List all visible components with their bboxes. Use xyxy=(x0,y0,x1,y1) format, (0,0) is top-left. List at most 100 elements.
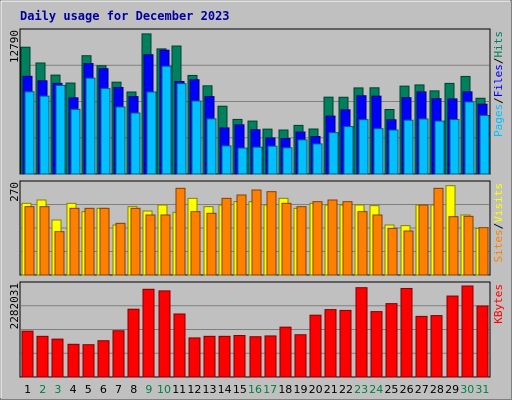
bar-sites-day-31 xyxy=(478,227,489,276)
legend-entry-visits: Visits xyxy=(492,183,505,223)
day-label: 9 xyxy=(145,383,152,396)
bar-sites-day-13 xyxy=(206,212,217,276)
day-label: 8 xyxy=(130,383,137,396)
bar-kbytes-day-28 xyxy=(430,315,443,378)
legend-entry-kbytes: KBytes xyxy=(492,284,505,324)
bar-kbytes-day-14 xyxy=(218,335,231,378)
day-label: 30 xyxy=(460,383,474,396)
bar-sites-day-4 xyxy=(69,207,80,276)
bar-kbytes-day-20 xyxy=(309,314,322,378)
bar-sites-day-19 xyxy=(296,206,307,276)
bar-kbytes-day-8 xyxy=(127,308,140,378)
bar-sites-day-22 xyxy=(342,201,353,276)
bar-sites-day-6 xyxy=(99,207,110,276)
bar-sites-day-9 xyxy=(145,214,156,276)
bar-sites-day-12 xyxy=(190,211,201,276)
legend-entry-visits: / xyxy=(492,223,505,230)
bar-kbytes-day-31 xyxy=(476,305,489,378)
legend-entry-hits: Hits xyxy=(492,31,505,58)
bar-sites-day-20 xyxy=(312,201,323,276)
bar-sites-day-17 xyxy=(266,191,277,276)
bar-sites-day-26 xyxy=(403,230,414,276)
bar-kbytes-day-17 xyxy=(264,335,277,378)
bar-kbytes-day-26 xyxy=(400,287,413,378)
legend-entry-hits: / xyxy=(492,58,505,65)
bar-kbytes-day-10 xyxy=(158,290,171,378)
bar-sites-day-2 xyxy=(39,206,50,276)
bar-sites-day-7 xyxy=(115,222,126,276)
bar-pages-day-17 xyxy=(267,145,278,175)
bar-pages-day-12 xyxy=(191,100,202,175)
day-label: 27 xyxy=(415,383,429,396)
day-label: 1 xyxy=(24,383,31,396)
bar-kbytes-day-2 xyxy=(36,335,49,378)
bar-pages-day-19 xyxy=(297,139,308,175)
bar-pages-day-2 xyxy=(39,95,50,175)
bar-pages-day-13 xyxy=(206,118,217,175)
day-label: 5 xyxy=(85,383,92,396)
bar-pages-day-8 xyxy=(130,112,141,175)
bar-sites-day-3 xyxy=(54,231,65,276)
legend-entry-hits: / xyxy=(492,97,505,104)
bar-sites-day-16 xyxy=(251,189,262,276)
bar-pages-day-21 xyxy=(328,132,339,175)
bar-pages-day-22 xyxy=(343,126,354,175)
bar-kbytes-day-24 xyxy=(370,311,383,378)
bar-sites-day-24 xyxy=(372,214,383,276)
bar-pages-day-7 xyxy=(115,106,126,175)
bar-kbytes-day-19 xyxy=(294,334,307,378)
bar-sites-day-18 xyxy=(281,202,292,276)
day-label: 23 xyxy=(354,383,368,396)
ymax-label-visits: 270 xyxy=(8,182,21,202)
day-label: 21 xyxy=(324,383,338,396)
bar-pages-day-23 xyxy=(358,119,369,175)
day-label: 24 xyxy=(369,383,383,396)
legend-entry-hits: Files xyxy=(492,64,505,97)
bar-kbytes-day-15 xyxy=(233,335,246,378)
bar-sites-day-5 xyxy=(84,207,95,276)
bar-pages-day-9 xyxy=(146,91,157,175)
bar-pages-day-6 xyxy=(100,88,111,175)
bar-kbytes-day-21 xyxy=(324,309,337,378)
day-label: 13 xyxy=(203,383,217,396)
bar-kbytes-day-1 xyxy=(21,330,34,378)
chart-title: Daily usage for December 2023 xyxy=(20,9,230,23)
bar-kbytes-day-12 xyxy=(188,337,201,378)
bar-pages-day-16 xyxy=(252,146,263,175)
day-label: 19 xyxy=(293,383,307,396)
bar-pages-day-27 xyxy=(418,118,429,175)
day-label: 31 xyxy=(475,383,489,396)
bar-sites-day-25 xyxy=(387,227,398,276)
bar-kbytes-day-16 xyxy=(249,336,262,378)
day-label: 25 xyxy=(384,383,398,396)
bar-pages-day-31 xyxy=(479,114,490,175)
bar-pages-day-30 xyxy=(464,101,475,175)
bar-kbytes-day-9 xyxy=(142,288,155,378)
panel-kbytes: 2282031 KBytes xyxy=(8,281,505,378)
bar-sites-day-30 xyxy=(463,215,474,276)
bar-pages-day-4 xyxy=(70,108,81,175)
ymax-label-kbytes: 2282031 xyxy=(8,283,21,329)
day-label: 14 xyxy=(218,383,232,396)
bar-pages-day-20 xyxy=(312,143,323,175)
day-label: 12 xyxy=(187,383,201,396)
day-label: 11 xyxy=(172,383,186,396)
bar-pages-day-25 xyxy=(388,129,399,175)
day-label: 15 xyxy=(233,383,247,396)
bar-kbytes-day-22 xyxy=(339,309,352,378)
bar-pages-day-14 xyxy=(221,145,232,175)
day-label: 4 xyxy=(70,383,77,396)
bar-sites-day-27 xyxy=(418,204,429,276)
bar-kbytes-day-25 xyxy=(385,303,398,378)
bar-pages-day-11 xyxy=(176,83,187,175)
bar-sites-day-29 xyxy=(448,216,459,276)
bar-kbytes-day-4 xyxy=(67,343,80,378)
bar-kbytes-day-7 xyxy=(112,330,125,378)
day-label: 7 xyxy=(115,383,122,396)
bar-sites-day-28 xyxy=(433,187,444,276)
bar-kbytes-day-6 xyxy=(97,340,110,378)
bar-kbytes-day-13 xyxy=(203,335,216,378)
bar-pages-day-18 xyxy=(282,147,293,175)
bar-kbytes-day-3 xyxy=(51,338,64,378)
